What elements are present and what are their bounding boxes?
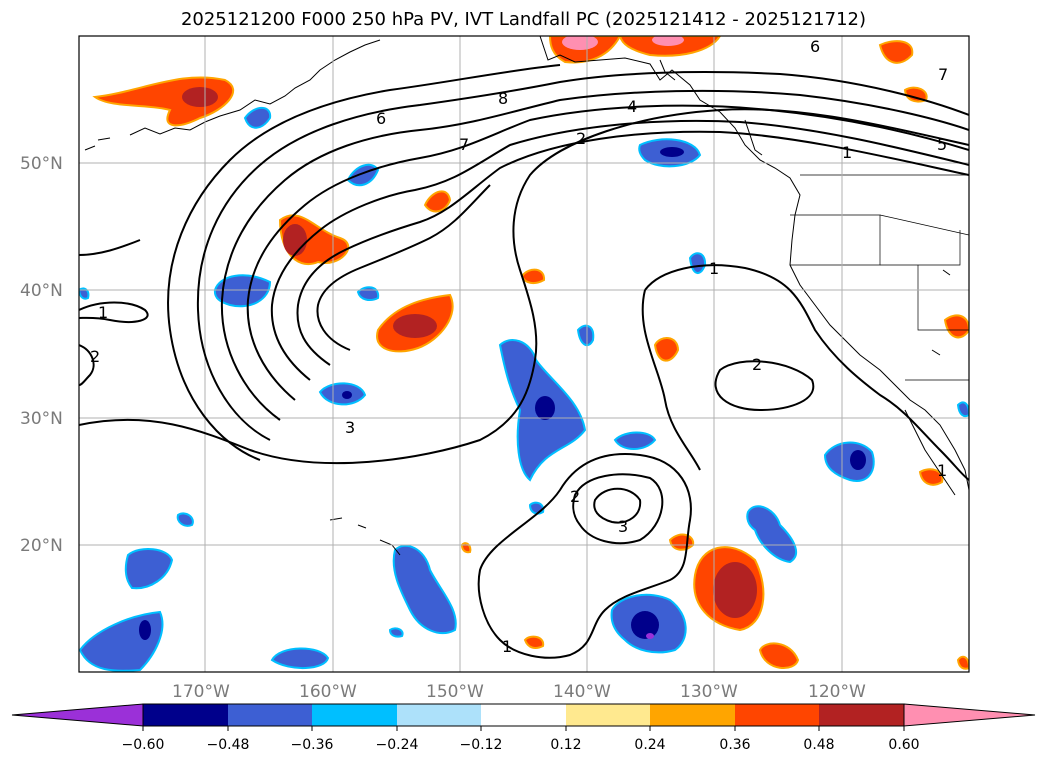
colorbar-segment: [735, 704, 819, 726]
colorbar-tick-label: 0.48: [803, 737, 834, 753]
colorbar-tick-label: 0.24: [634, 737, 665, 753]
political-borders: [790, 174, 969, 381]
contour-label: 1: [937, 461, 947, 480]
contour-label: 6: [810, 37, 820, 56]
contour-label: 6: [376, 109, 386, 128]
contour-label: 2: [570, 487, 580, 506]
contour-label: 5: [937, 135, 947, 154]
colorbar: −0.60 −0.48 −0.36 −0.24 −0.12 0.12 0.24 …: [11, 703, 1036, 753]
colorbar-segment: [819, 704, 904, 726]
lat-label: 40°N: [20, 281, 63, 301]
contour-label: 2: [576, 129, 586, 148]
contour-label: 3: [618, 517, 628, 536]
positive-anomaly: [92, 36, 969, 670]
colorbar-extend-low: [11, 703, 144, 727]
colorbar-extend-high: [903, 703, 1036, 727]
contour-label: 1: [98, 303, 108, 322]
colorbar-segment: [566, 704, 650, 726]
lon-label: 150°W: [426, 682, 484, 702]
contour-label: 1: [842, 143, 852, 162]
colorbar-segment: [312, 704, 397, 726]
contour-label: 3: [345, 418, 355, 437]
colorbar-tick-label: −0.24: [376, 737, 419, 753]
contour-label: 1: [709, 259, 719, 278]
coastlines: [84, 36, 969, 556]
colorbar-tick-label: −0.36: [291, 737, 334, 753]
map-title: 2025121200 F000 250 hPa PV, IVT Landfall…: [180, 9, 867, 30]
colorbar-tick-label: 0.12: [550, 737, 581, 753]
pv-anomaly-fill: [79, 36, 969, 672]
colorbar-tick-label: 0.36: [719, 737, 750, 753]
contour-label: 4: [627, 97, 637, 116]
lon-label: 160°W: [299, 682, 357, 702]
contour-label: 2: [90, 347, 100, 366]
lat-label: 50°N: [20, 154, 63, 174]
contour-label: 1: [502, 637, 512, 656]
ivt-contours: [79, 64, 969, 659]
colorbar-segment: [228, 704, 312, 726]
lat-label: 30°N: [20, 409, 63, 429]
colorbar-segment: [650, 704, 735, 726]
lat-label: 20°N: [20, 536, 63, 556]
contour-label: 7: [459, 135, 469, 154]
lon-label: 170°W: [172, 682, 230, 702]
negative-anomaly: [79, 106, 969, 672]
map-frame: [78, 35, 970, 673]
contour-labels: 6 8 4 7 2 6 7 1 5 1 1 2 1 2 2 3 3 1: [90, 37, 948, 656]
colorbar-tick-label: −0.12: [460, 737, 503, 753]
contour-label: 2: [752, 355, 762, 374]
colorbar-segment: [481, 704, 566, 726]
contour-label: 8: [498, 89, 508, 108]
lon-label: 120°W: [808, 682, 866, 702]
colorbar-segment: [397, 704, 481, 726]
lon-label: 140°W: [553, 682, 611, 702]
contour-label: 7: [938, 65, 948, 84]
longitude-labels: 170°W 160°W 150°W 140°W 130°W 120°W: [172, 682, 866, 702]
colorbar-tick-label: 0.60: [888, 737, 919, 753]
colorbar-tick-label: −0.60: [122, 737, 165, 753]
latitude-labels: 50°N 40°N 30°N 20°N: [20, 154, 63, 556]
colorbar-tick-label: −0.48: [207, 737, 250, 753]
map-area: 6 8 4 7 2 6 7 1 5 1 1 2 1 2 2 3 3 1: [79, 36, 969, 672]
lon-label: 130°W: [680, 682, 738, 702]
colorbar-segment: [143, 704, 228, 726]
